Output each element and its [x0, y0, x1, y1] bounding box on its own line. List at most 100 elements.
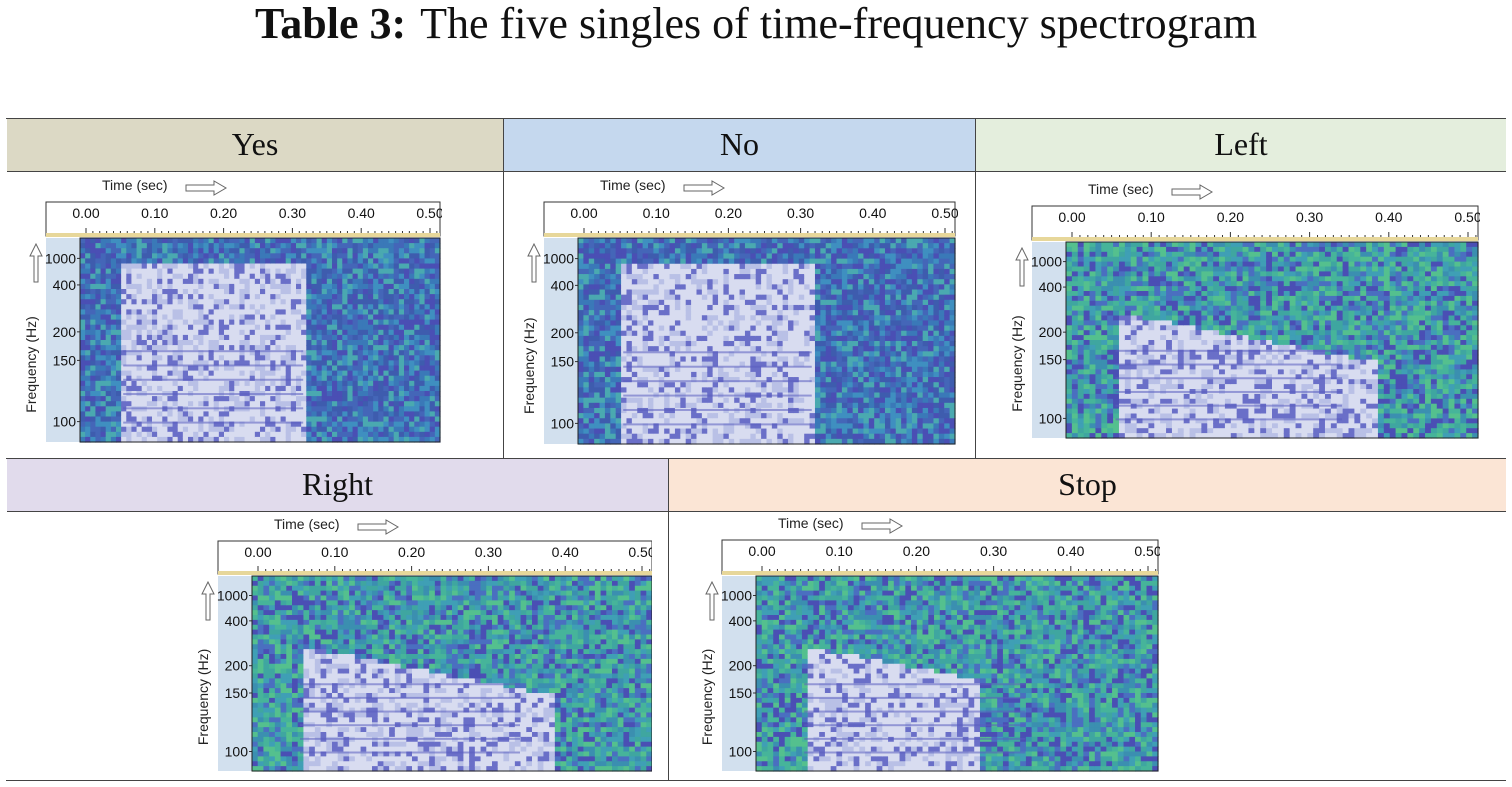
time-ruler-band [46, 233, 440, 237]
header-left: Left [976, 119, 1506, 172]
spectrogram-no: Time (sec) 0.00 0.10 0.20 0.30 0.40 0.50 Freque… [524, 176, 958, 446]
time-ruler [543, 201, 956, 237]
freq-arrow-icon [201, 580, 215, 621]
spectrogram-frame [1065, 241, 1479, 439]
spectrogram-frame [755, 575, 1159, 772]
freq-arrow-icon [527, 242, 541, 283]
header-yes: Yes [7, 119, 503, 172]
time-tick-label: 0.20 [398, 544, 425, 560]
spectrogram-cells [578, 238, 956, 445]
time-tick-label: 0.20 [903, 543, 930, 559]
freq-axis-label: Frequency (Hz) [524, 317, 537, 413]
caption-text: The five singles of time-frequency spect… [420, 0, 1258, 48]
spectrogram-cells [80, 238, 441, 443]
time-tick-label: 0.40 [348, 205, 375, 221]
spectrogram-svg: Time (sec)0.00 0.10 0.20 0.30 0.40 0.50 Freque… [1009, 181, 1480, 439]
time-ruler-band [1032, 237, 1478, 241]
time-tick-label: 0.00 [1058, 209, 1085, 225]
freq-tick-label: 1000 [217, 588, 248, 604]
time-tick-label: 0.40 [552, 544, 579, 560]
spectrogram-svg: Time (sec)0.00 0.10 0.20 0.30 0.40 0.50 Freque… [26, 177, 442, 443]
freq-tick-label: 200 [53, 324, 77, 340]
freq-arrow-icon [29, 242, 43, 283]
time-arrow-icon [683, 180, 725, 196]
freq-tick-label: 150 [225, 685, 249, 701]
spectrogram-frame [79, 237, 441, 443]
time-tick-label: 0.00 [244, 544, 271, 560]
time-tick-label: 0.30 [1296, 209, 1323, 225]
row-separator [6, 458, 1506, 459]
time-arrow-icon [185, 180, 227, 196]
time-ruler [1031, 205, 1479, 241]
spectrogram-svg: Time (sec)0.00 0.10 0.20 0.30 0.40 0.50 Freque… [524, 177, 958, 445]
header-right: Right [7, 459, 668, 512]
time-axis-label: Time (sec) [600, 177, 666, 193]
spectrogram-cells [756, 576, 1159, 772]
freq-tick-label: 1000 [543, 251, 574, 267]
freq-tick-label: 400 [225, 613, 249, 629]
time-tick-label: 0.30 [980, 543, 1007, 559]
freq-axis-label: Frequency (Hz) [195, 649, 211, 745]
row1-divider-2 [975, 118, 976, 458]
spectrogram-frame [577, 237, 956, 445]
time-tick-label: 0.30 [787, 205, 814, 221]
spectrogram-svg: Time (sec)0.00 0.10 0.20 0.30 0.40 0.50 Freque… [195, 516, 652, 772]
freq-tick-label: 150 [551, 354, 575, 370]
time-axis-label: Time (sec) [1088, 181, 1154, 197]
spectrogram-cells [252, 576, 652, 772]
time-tick-label: 0.50 [628, 544, 652, 560]
freq-tick-label: 400 [729, 613, 753, 629]
spectrogram-left: Time (sec) 0.00 0.10 0.20 0.30 0.40 0.50 Freque… [994, 180, 1480, 442]
time-tick-label: 0.10 [643, 205, 670, 221]
time-tick-label: 0.50 [931, 205, 958, 221]
time-arrow-icon [357, 519, 399, 535]
freq-axis-band [218, 576, 252, 771]
freq-tick-label: 150 [1039, 352, 1063, 368]
time-ruler [721, 539, 1159, 575]
time-tick-label: 0.00 [72, 205, 99, 221]
time-ruler-band [722, 571, 1158, 575]
time-arrow-icon [1171, 184, 1213, 200]
freq-tick-label: 1000 [721, 588, 752, 604]
time-arrow-icon [861, 518, 903, 534]
freq-axis-band [544, 238, 578, 444]
time-tick-label: 0.20 [715, 205, 742, 221]
time-ruler [217, 540, 652, 575]
table-bottom-rule [6, 780, 1506, 781]
time-tick-label: 0.20 [1217, 209, 1244, 225]
time-ruler [45, 201, 441, 237]
freq-tick-label: 1000 [1031, 254, 1062, 270]
time-tick-label: 0.50 [1454, 209, 1480, 225]
header-stop: Stop [669, 459, 1506, 512]
freq-axis-label: Frequency (Hz) [699, 649, 715, 745]
time-axis-label: Time (sec) [778, 515, 844, 531]
time-tick-label: 0.10 [141, 205, 168, 221]
time-tick-label: 0.50 [1134, 543, 1160, 559]
row2-divider [668, 458, 669, 780]
spectrogram-svg: Time (sec)0.00 0.10 0.20 0.30 0.40 0.50 Freque… [699, 515, 1160, 772]
freq-tick-label: 400 [1039, 279, 1063, 295]
freq-arrow-icon [705, 580, 719, 621]
time-axis-label: Time (sec) [102, 177, 168, 193]
time-ruler-band [544, 233, 955, 237]
freq-tick-label: 100 [53, 414, 77, 430]
time-tick-label: 0.30 [475, 544, 502, 560]
freq-tick-label: 200 [729, 658, 753, 674]
time-tick-label: 0.50 [416, 205, 442, 221]
table-caption: Table 3: The five singles of time-frequen… [0, 0, 1512, 48]
spectrogram-yes: Time (sec) 0.00 0.10 0.20 0.30 0.40 0.50 Freque… [26, 176, 442, 446]
freq-axis-label: Frequency (Hz) [26, 316, 39, 412]
time-tick-label: 0.10 [321, 544, 348, 560]
spectrogram-cells [1066, 242, 1479, 439]
spectrogram-stop: Time (sec) 0.00 0.10 0.20 0.30 0.40 0.50 Freque… [690, 514, 1160, 773]
freq-tick-label: 400 [53, 277, 77, 293]
freq-tick-label: 100 [225, 744, 249, 760]
freq-tick-label: 100 [729, 744, 753, 760]
time-tick-label: 0.30 [279, 205, 306, 221]
caption-label: Table 3: [254, 0, 407, 48]
freq-axis-band [46, 238, 80, 442]
freq-axis-label: Frequency (Hz) [1009, 315, 1025, 411]
freq-tick-label: 200 [225, 658, 249, 674]
time-ruler-band [218, 571, 652, 575]
time-tick-label: 0.20 [210, 205, 237, 221]
